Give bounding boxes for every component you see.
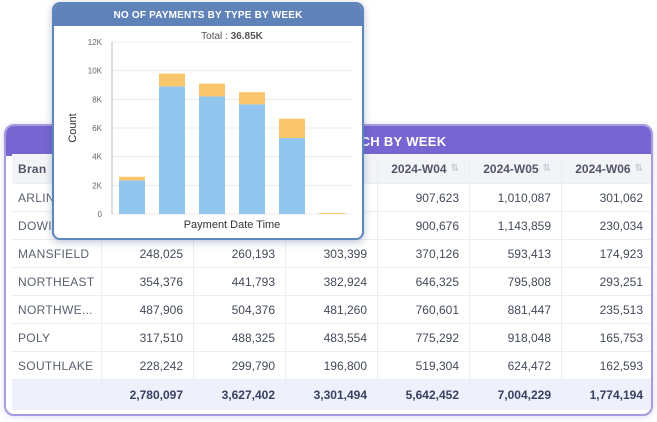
sort-icon[interactable]: ⇅: [542, 163, 551, 174]
chart-total-label: Total : 36.85K: [201, 31, 263, 42]
y-tick-label: 0: [98, 210, 103, 219]
column-header-label: 2024-W06: [575, 161, 631, 176]
value-cell: 162,593: [562, 352, 651, 379]
value-cell: 382,924: [286, 268, 378, 295]
bar-segment-series-0: [159, 86, 185, 214]
bar-segment-series-0: [199, 96, 225, 214]
value-cell: [286, 184, 378, 211]
value-cell: 488,325: [194, 324, 286, 351]
value-cell: [286, 212, 378, 239]
branch-cell: SOUTHLAKE: [12, 352, 102, 379]
column-header-label: Bran: [18, 161, 47, 176]
value-cell: 881,447: [470, 296, 562, 323]
branch-cell: POLY: [12, 324, 102, 351]
total-prefix: Total :: [201, 31, 230, 42]
bar-segment-series-1: [319, 213, 345, 215]
value-cell: 303,399: [286, 240, 378, 267]
value-cell: 354,376: [102, 268, 194, 295]
value-cell: 487,906: [102, 296, 194, 323]
value-cell: 504,376: [194, 296, 286, 323]
y-tick-label: 8K: [92, 95, 102, 104]
value-cell: 441,793: [194, 268, 286, 295]
value-cell: 646,325: [378, 268, 470, 295]
total-cell: 3,627,402: [194, 380, 286, 410]
value-cell: 795,808: [470, 268, 562, 295]
value-cell: 1,143,859: [470, 212, 562, 239]
branch-cell: NORTHEAST: [12, 268, 102, 295]
column-header-week[interactable]: 2024-W04 ⇅: [378, 154, 470, 183]
bar-segment-series-1: [199, 83, 225, 97]
column-header-label: 2024-W04: [391, 161, 447, 176]
total-value: 36.85K: [231, 31, 264, 42]
table-row: SOUTHLAKE 228,242 299,790 196,800 519,304 624…: [12, 352, 651, 380]
branch-cell: NORTHWE...: [12, 296, 102, 323]
table-row: NORTHEAST 354,376 441,793 382,924 646,325 795…: [12, 268, 651, 296]
value-cell: 165,753: [562, 324, 651, 351]
table-row: MANSFIELD 248,025 260,193 303,399 370,126 593…: [12, 240, 651, 268]
value-cell: 293,251: [562, 268, 651, 295]
y-tick-label: 12K: [88, 38, 103, 47]
y-tick-label: 10K: [88, 67, 103, 76]
column-header-label: 2024-W05: [483, 161, 539, 176]
value-cell: 624,472: [470, 352, 562, 379]
bar-segment-series-0: [279, 138, 305, 214]
value-cell: 775,292: [378, 324, 470, 351]
payments-chart-card: NO OF PAYMENTS BY TYPE BY WEEK Total : 3…: [52, 2, 364, 240]
y-tick-label: 2K: [92, 181, 102, 190]
value-cell: 370,126: [378, 240, 470, 267]
value-cell: 299,790: [194, 352, 286, 379]
value-cell: 483,554: [286, 324, 378, 351]
value-cell: 196,800: [286, 352, 378, 379]
value-cell: 918,048: [470, 324, 562, 351]
sort-icon[interactable]: ⇅: [450, 163, 459, 174]
value-cell: 907,623: [378, 184, 470, 211]
value-cell: 174,923: [562, 240, 651, 267]
chart-title: NO OF PAYMENTS BY TYPE BY WEEK: [54, 4, 362, 26]
value-cell: 228,242: [102, 352, 194, 379]
y-axis-title: Count: [67, 113, 79, 142]
total-cell: 3,301,494: [286, 380, 378, 410]
total-cell: 7,004,229: [470, 380, 562, 410]
value-cell: 593,413: [470, 240, 562, 267]
totals-label-cell: [12, 380, 102, 410]
totals-row: 2,780,097 3,627,402 3,301,494 5,642,452 7,00…: [12, 380, 651, 410]
value-cell: 301,062: [562, 184, 651, 211]
value-cell: 519,304: [378, 352, 470, 379]
value-cell: 900,676: [378, 212, 470, 239]
branch-cell: MANSFIELD: [12, 240, 102, 267]
value-cell: 248,025: [102, 240, 194, 267]
bar-segment-series-1: [279, 118, 305, 139]
value-cell: 230,034: [562, 212, 651, 239]
bar-segment-series-1: [119, 176, 145, 181]
bar-segment-series-1: [159, 73, 185, 87]
value-cell: 317,510: [102, 324, 194, 351]
total-cell: 2,780,097: [102, 380, 194, 410]
value-cell: 760,601: [378, 296, 470, 323]
total-cell: 5,642,452: [378, 380, 470, 410]
value-cell: 1,010,087: [470, 184, 562, 211]
value-cell: 481,260: [286, 296, 378, 323]
sort-icon[interactable]: ⇅: [634, 163, 643, 174]
x-axis-title: Payment Date Time: [184, 219, 281, 231]
y-tick-label: 4K: [92, 153, 102, 162]
column-header-week[interactable]: [286, 154, 378, 183]
table-row: POLY 317,510 488,325 483,554 775,292 918,048 1…: [12, 324, 651, 352]
value-cell: 260,193: [194, 240, 286, 267]
column-header-week[interactable]: 2024-W06 ⇅: [562, 154, 651, 183]
bar-segment-series-1: [239, 92, 265, 105]
total-cell: 1,774,194: [562, 380, 651, 410]
value-cell: 235,513: [562, 296, 651, 323]
bar-segment-series-0: [119, 180, 145, 214]
bar-segment-series-0: [239, 104, 265, 214]
y-tick-label: 6K: [92, 124, 102, 133]
column-header-week[interactable]: 2024-W05 ⇅: [470, 154, 562, 183]
payments-bar-chart: Total : 36.85K 0 2K 4K 6K 8K 10K 12K Count Paymen…: [67, 31, 352, 231]
table-row: NORTHWE... 487,906 504,376 481,260 760,601 88…: [12, 296, 651, 324]
